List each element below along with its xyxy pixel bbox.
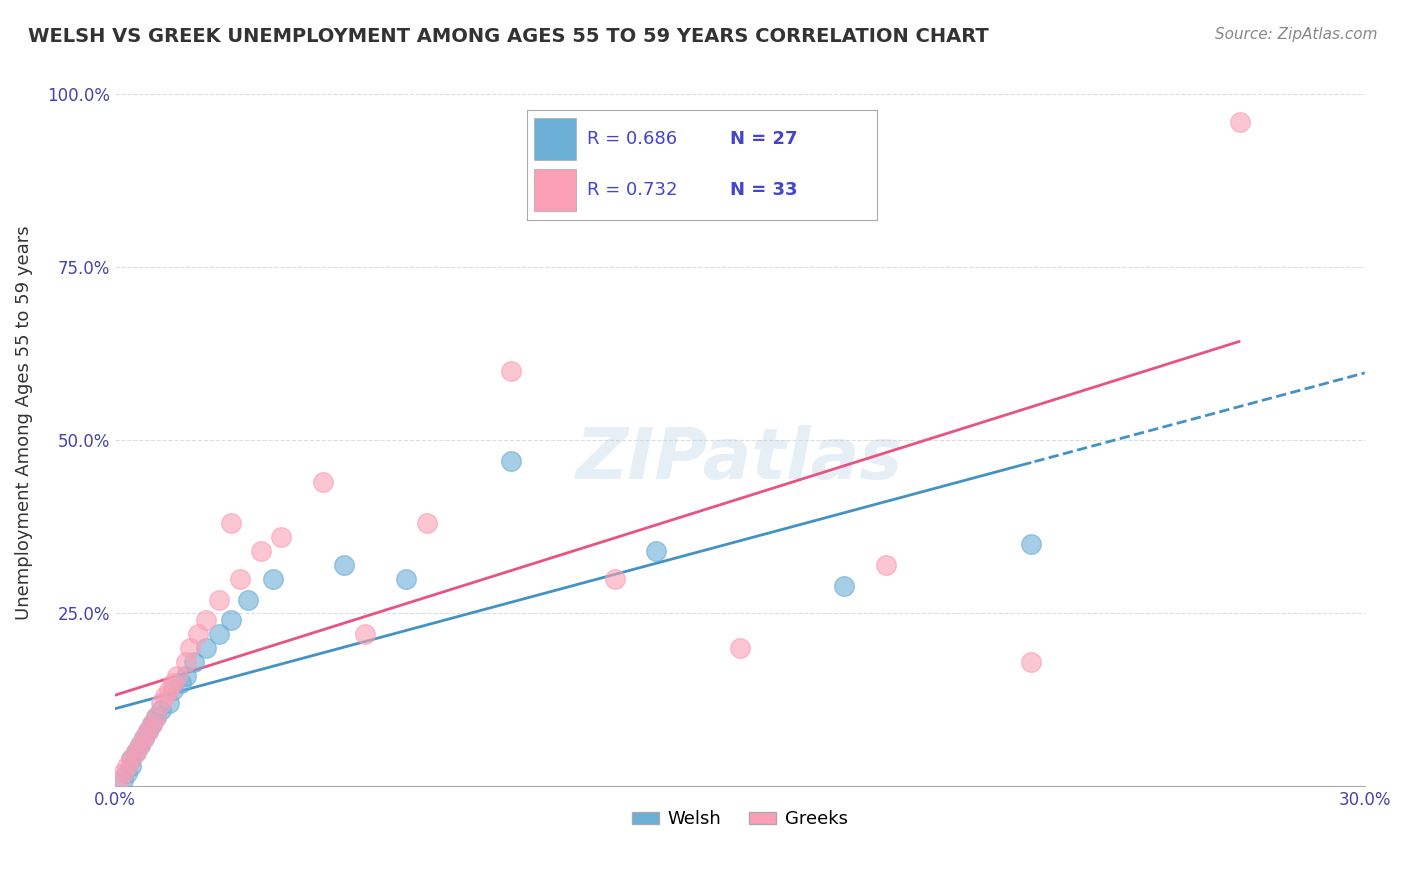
- Point: [120, 752, 142, 766]
- Point: [112, 765, 135, 780]
- Text: WELSH VS GREEK UNEMPLOYMENT AMONG AGES 55 TO 59 YEARS CORRELATION CHART: WELSH VS GREEK UNEMPLOYMENT AMONG AGES 5…: [28, 27, 988, 45]
- Point: [162, 682, 184, 697]
- Point: [162, 675, 184, 690]
- Point: [170, 675, 193, 690]
- Point: [149, 703, 172, 717]
- Point: [395, 572, 418, 586]
- Point: [132, 731, 155, 745]
- Point: [333, 558, 356, 572]
- Point: [157, 697, 180, 711]
- Point: [136, 724, 159, 739]
- Point: [145, 710, 167, 724]
- Point: [229, 572, 252, 586]
- Point: [312, 475, 335, 489]
- Point: [1021, 537, 1043, 551]
- Point: [499, 364, 522, 378]
- Point: [153, 690, 176, 704]
- Point: [120, 752, 142, 766]
- Text: Source: ZipAtlas.com: Source: ZipAtlas.com: [1215, 27, 1378, 42]
- Point: [195, 613, 218, 627]
- Point: [208, 592, 231, 607]
- Point: [124, 745, 146, 759]
- Point: [174, 655, 197, 669]
- Point: [236, 592, 259, 607]
- Point: [221, 516, 243, 531]
- Point: [262, 572, 284, 586]
- Point: [128, 738, 150, 752]
- Point: [1229, 115, 1251, 129]
- Point: [183, 655, 205, 669]
- Point: [208, 627, 231, 641]
- Point: [221, 613, 243, 627]
- Text: ZIPatlas: ZIPatlas: [576, 425, 904, 494]
- Point: [149, 697, 172, 711]
- Point: [499, 454, 522, 468]
- Point: [145, 710, 167, 724]
- Point: [166, 669, 188, 683]
- Point: [141, 717, 163, 731]
- Point: [832, 579, 855, 593]
- Point: [128, 738, 150, 752]
- Point: [195, 640, 218, 655]
- Point: [108, 772, 131, 787]
- Point: [270, 530, 292, 544]
- Point: [187, 627, 209, 641]
- Point: [117, 758, 139, 772]
- Point: [416, 516, 439, 531]
- Point: [141, 717, 163, 731]
- Point: [249, 544, 271, 558]
- Point: [174, 669, 197, 683]
- Point: [875, 558, 897, 572]
- Point: [645, 544, 668, 558]
- Point: [603, 572, 626, 586]
- Point: [117, 765, 139, 780]
- Point: [120, 758, 142, 772]
- Point: [728, 640, 751, 655]
- Point: [136, 724, 159, 739]
- Point: [112, 772, 135, 787]
- Point: [132, 731, 155, 745]
- Point: [157, 682, 180, 697]
- Point: [124, 745, 146, 759]
- Legend: Welsh, Greeks: Welsh, Greeks: [624, 803, 855, 836]
- Y-axis label: Unemployment Among Ages 55 to 59 years: Unemployment Among Ages 55 to 59 years: [15, 226, 32, 620]
- Point: [353, 627, 375, 641]
- Point: [179, 640, 201, 655]
- Point: [1021, 655, 1043, 669]
